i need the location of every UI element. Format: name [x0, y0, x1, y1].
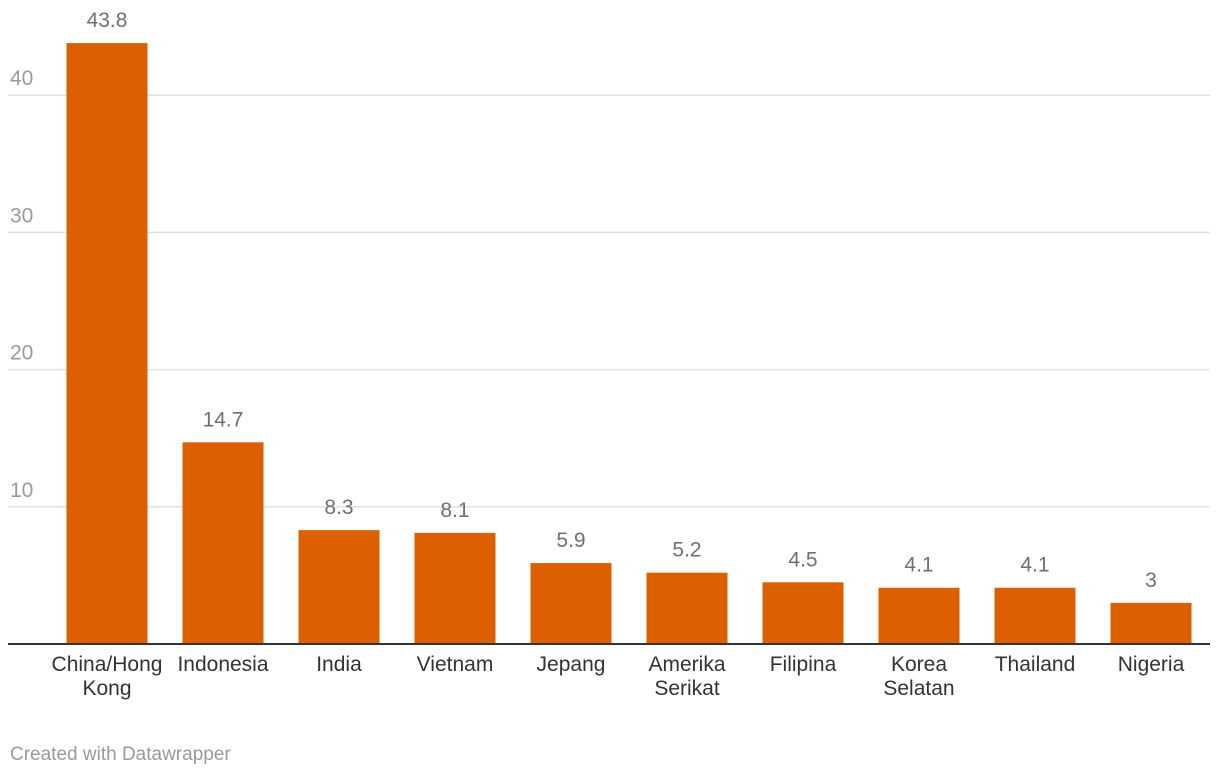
value-label: 4.1: [904, 554, 933, 577]
bar-8: [878, 587, 960, 644]
bar-6: [646, 572, 728, 644]
bar-3: [298, 530, 380, 644]
credit-footer: Created with Datawrapper: [10, 744, 231, 765]
y-tick-label: 20: [10, 342, 33, 365]
bar-4: [414, 532, 496, 644]
y-tick-label: 30: [10, 204, 33, 227]
x-tick-label: China/Hong Kong: [52, 653, 163, 700]
value-label: 8.1: [440, 499, 469, 522]
x-tick-label: Jepang: [537, 653, 606, 676]
x-tick-label: Nigeria: [1118, 653, 1185, 676]
value-label: 3: [1145, 569, 1157, 592]
value-label: 4.1: [1020, 554, 1049, 577]
bar-2: [182, 442, 264, 644]
x-tick-label: Korea Selatan: [883, 653, 954, 700]
value-label: 5.9: [556, 529, 585, 552]
bar-5: [530, 563, 612, 644]
y-tick-label: 10: [10, 479, 33, 502]
x-tick-label: Vietnam: [417, 653, 494, 676]
value-label: 8.3: [324, 496, 353, 519]
x-tick-label: India: [316, 653, 362, 676]
value-labels: 43.8 14.7 8.3 8.1 5.9 5.2 4.5 4.1 4.1 3: [87, 9, 1157, 592]
x-axis: China/Hong Kong Indonesia India Vietnam Jepan…: [8, 643, 1210, 700]
value-label: 4.5: [788, 548, 817, 571]
x-tick-label: Thailand: [995, 653, 1076, 676]
bars: [66, 43, 1192, 644]
y-tick-label: 40: [10, 67, 33, 90]
value-label: 5.2: [672, 539, 701, 562]
bar-1: [66, 43, 148, 644]
x-tick-label: Amerika Serikat: [648, 653, 725, 700]
value-label: 14.7: [203, 408, 244, 431]
bar-7: [762, 582, 844, 644]
gridlines: 10 20 30 40: [8, 67, 1210, 508]
x-tick-label: Indonesia: [177, 653, 268, 676]
bar-9: [994, 587, 1076, 644]
x-tick-label: Filipina: [770, 653, 837, 676]
value-label: 43.8: [87, 9, 128, 32]
bar-10: [1110, 602, 1192, 644]
